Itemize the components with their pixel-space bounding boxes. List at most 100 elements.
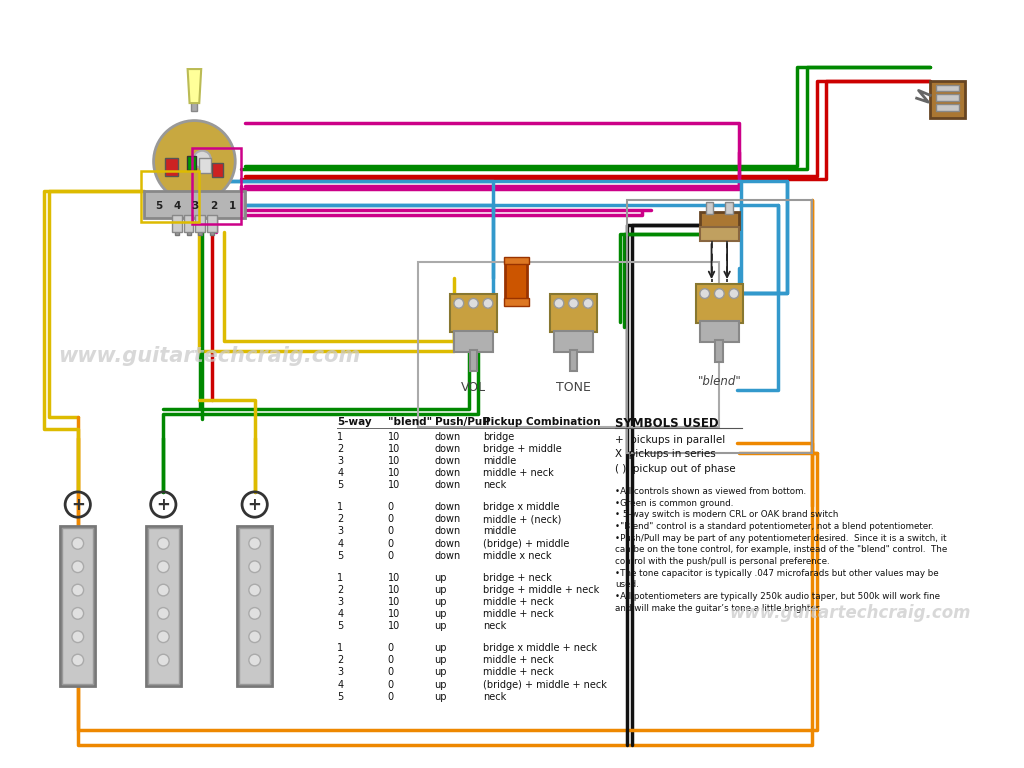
Circle shape xyxy=(194,151,211,168)
Circle shape xyxy=(568,299,579,308)
Bar xyxy=(454,330,493,352)
Text: 10: 10 xyxy=(388,468,400,478)
Text: 4: 4 xyxy=(173,201,180,211)
Text: 2: 2 xyxy=(337,584,343,594)
Text: (bridge) + middle + neck: (bridge) + middle + neck xyxy=(483,680,607,690)
Text: up: up xyxy=(434,597,447,607)
Text: •All controls shown as viewed from bottom.: •All controls shown as viewed from botto… xyxy=(615,487,807,496)
Circle shape xyxy=(249,584,260,596)
Text: bridge + neck: bridge + neck xyxy=(483,573,552,583)
Text: 4: 4 xyxy=(337,609,343,619)
Bar xyxy=(212,164,222,177)
Text: "blend": "blend" xyxy=(697,376,741,389)
Bar xyxy=(145,526,181,687)
Text: 0: 0 xyxy=(388,655,394,665)
Bar xyxy=(506,262,527,303)
Bar xyxy=(418,262,719,427)
Text: 3: 3 xyxy=(337,456,343,466)
Text: down: down xyxy=(434,515,461,525)
Text: down: down xyxy=(434,526,461,536)
Text: middle + neck: middle + neck xyxy=(483,655,554,665)
Text: neck: neck xyxy=(483,692,506,702)
Text: •All potentiometers are typically 250k audio taper, but 500k will work fine: •All potentiometers are typically 250k a… xyxy=(615,592,940,601)
Text: 2: 2 xyxy=(337,515,343,525)
Text: 5: 5 xyxy=(337,551,343,561)
Text: down: down xyxy=(434,468,461,478)
Text: down: down xyxy=(434,432,461,442)
Text: www.guitartechcraig.com: www.guitartechcraig.com xyxy=(730,604,972,622)
Text: 5: 5 xyxy=(337,621,343,631)
Text: up: up xyxy=(434,573,447,583)
Polygon shape xyxy=(187,69,201,103)
Bar xyxy=(504,257,528,264)
Text: 2: 2 xyxy=(337,444,343,454)
Bar xyxy=(207,215,217,233)
Bar xyxy=(199,230,202,235)
Text: neck: neck xyxy=(483,480,506,490)
Text: 1: 1 xyxy=(337,643,343,653)
Text: 5: 5 xyxy=(337,692,343,702)
Text: Pickup Combination: Pickup Combination xyxy=(483,417,601,427)
Text: up: up xyxy=(434,621,447,631)
Circle shape xyxy=(158,631,169,643)
Bar xyxy=(143,190,245,218)
Text: •Push/Pull may be part of any potentiometer desired.  Since it is a switch, it: •Push/Pull may be part of any potentiome… xyxy=(615,534,947,543)
Bar xyxy=(696,284,742,323)
Bar xyxy=(62,528,93,684)
Text: 1: 1 xyxy=(337,573,343,583)
Text: middle x neck: middle x neck xyxy=(483,551,552,561)
Text: 0: 0 xyxy=(388,538,394,548)
Circle shape xyxy=(554,299,564,308)
Text: bridge + middle: bridge + middle xyxy=(483,444,562,454)
Text: 10: 10 xyxy=(388,597,400,607)
Text: neck: neck xyxy=(483,621,506,631)
Text: bridge x middle + neck: bridge x middle + neck xyxy=(483,643,597,653)
Text: up: up xyxy=(434,680,447,690)
Text: 10: 10 xyxy=(388,456,400,466)
Text: down: down xyxy=(434,502,461,512)
Bar xyxy=(183,215,194,233)
Bar xyxy=(196,215,205,233)
Bar xyxy=(699,227,738,241)
Bar xyxy=(200,157,211,173)
Text: TONE: TONE xyxy=(556,381,591,394)
Text: 4: 4 xyxy=(337,468,343,478)
Text: up: up xyxy=(434,692,447,702)
Bar xyxy=(60,526,95,687)
Text: +  pickups in parallel: + pickups in parallel xyxy=(615,435,726,445)
Bar xyxy=(504,299,528,306)
Circle shape xyxy=(584,299,593,308)
Circle shape xyxy=(158,654,169,666)
Circle shape xyxy=(158,538,169,549)
Bar xyxy=(699,212,738,230)
Text: 4: 4 xyxy=(337,538,343,548)
Circle shape xyxy=(454,299,464,308)
Text: •Green is common ground.: •Green is common ground. xyxy=(615,498,733,508)
Circle shape xyxy=(72,561,84,573)
Text: 0: 0 xyxy=(388,502,394,512)
Circle shape xyxy=(483,299,493,308)
Text: 1: 1 xyxy=(228,201,236,211)
Circle shape xyxy=(158,607,169,619)
Text: 3: 3 xyxy=(337,597,343,607)
Circle shape xyxy=(72,607,84,619)
Text: www.guitartechcraig.com: www.guitartechcraig.com xyxy=(58,346,360,366)
Text: middle: middle xyxy=(483,456,516,466)
Bar xyxy=(451,293,497,333)
Text: 2: 2 xyxy=(337,655,343,665)
Text: bridge + middle + neck: bridge + middle + neck xyxy=(483,584,599,594)
Text: 10: 10 xyxy=(388,609,400,619)
Text: up: up xyxy=(434,643,447,653)
Circle shape xyxy=(154,121,236,202)
Circle shape xyxy=(158,561,169,573)
Text: 10: 10 xyxy=(388,444,400,454)
Text: can be on the tone control, for example, instead of the "blend" control.  The: can be on the tone control, for example,… xyxy=(615,545,947,554)
Bar xyxy=(569,350,578,372)
Circle shape xyxy=(72,538,84,549)
Text: +: + xyxy=(71,495,85,514)
Text: middle + (neck): middle + (neck) xyxy=(483,515,561,525)
Circle shape xyxy=(249,561,260,573)
Circle shape xyxy=(249,631,260,643)
Text: down: down xyxy=(434,538,461,548)
Text: middle: middle xyxy=(483,526,516,536)
